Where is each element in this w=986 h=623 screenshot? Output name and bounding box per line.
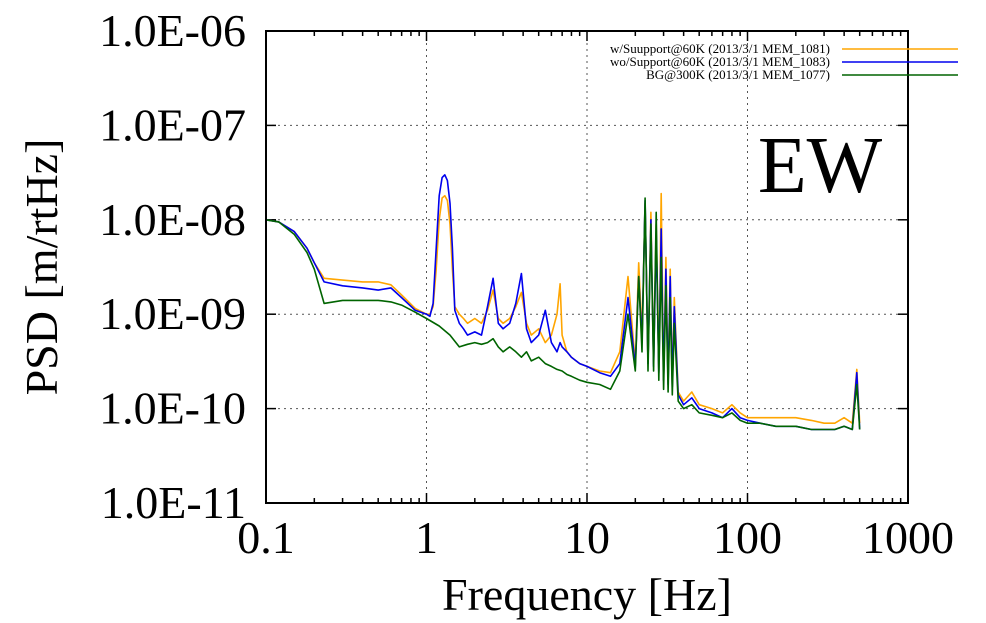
plot-frame: [265, 30, 909, 504]
y-tick-label: 1.0E-08: [99, 194, 246, 245]
y-tick-label: 1.0E-11: [101, 477, 246, 528]
panel-annotation: EW: [758, 122, 883, 210]
grid-layer: [266, 31, 908, 503]
tick-label-layer: 0.1 1 10 100 1000 1.0E-11 1.0E-10 1.0E-09 1.0E-0…: [99, 5, 954, 563]
y-tick-label: 1.0E-10: [99, 383, 246, 434]
x-tick-label: 1: [415, 512, 438, 563]
legend: w/Suupport@60K (2013/3/1 MEM_1081)wo/Sup…: [610, 41, 958, 82]
x-tick-label: 100: [713, 512, 782, 563]
series-line-1: [265, 192, 861, 425]
legend-label-1: w/Suupport@60K (2013/3/1 MEM_1081): [610, 41, 830, 56]
series-line-2: [265, 174, 861, 431]
y-axis-label: PSD [m/rtHz]: [16, 139, 67, 396]
x-axis-label: Frequency [Hz]: [442, 569, 732, 620]
y-tick-label: 1.0E-09: [99, 288, 246, 339]
legend-label-2: wo/Support@60K (2013/3/1 MEM_1083): [610, 54, 830, 69]
legend-label-3: BG@300K (2013/3/1 MEM_1077): [646, 67, 830, 82]
y-tick-label: 1.0E-06: [99, 5, 246, 56]
series-layer: [265, 174, 861, 431]
x-tick-label: 10: [564, 512, 610, 563]
y-tick-label: 1.0E-07: [99, 99, 246, 150]
x-tick-label: 0.1: [237, 512, 295, 563]
x-tick-label: 1000: [862, 512, 954, 563]
series-line-3: [265, 197, 861, 431]
